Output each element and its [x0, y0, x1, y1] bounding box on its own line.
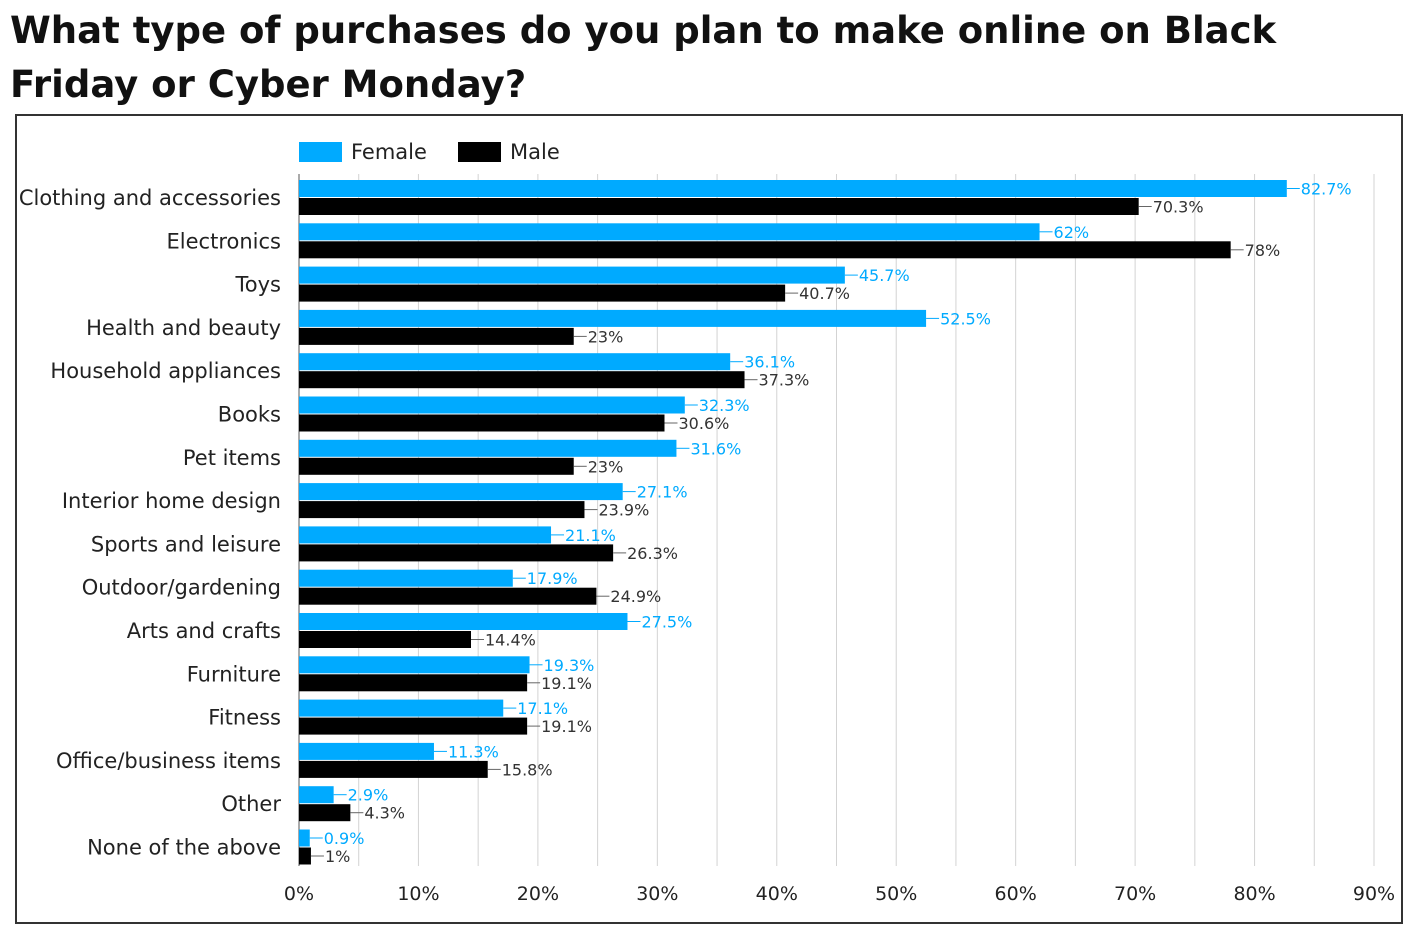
category-label: Fitness [208, 706, 281, 730]
bar-male [299, 457, 574, 475]
data-label-male: 1% [325, 847, 350, 866]
bar-male [299, 327, 574, 345]
bar-male [299, 717, 528, 735]
bar-female [299, 483, 623, 501]
bar-male [299, 414, 665, 432]
data-label-male: 30.6% [679, 414, 730, 433]
bar-male [299, 371, 745, 389]
bar-female [299, 569, 513, 587]
x-tick-label: 90% [1353, 883, 1395, 905]
bar-female [299, 613, 628, 630]
legend-swatch-female [299, 142, 342, 162]
data-label-female: 17.9% [527, 569, 578, 588]
data-label-male: 24.9% [610, 587, 661, 606]
category-label: Household appliances [50, 359, 281, 383]
category-label: Interior home design [62, 489, 281, 513]
bar-male [299, 804, 351, 822]
bar-female [299, 699, 504, 717]
data-label-female: 32.3% [699, 396, 750, 415]
data-label-female: 45.7% [859, 266, 910, 285]
category-label: Other [221, 792, 281, 816]
data-label-male: 40.7% [799, 284, 850, 303]
bar-male [299, 847, 311, 865]
bar-female [299, 353, 731, 371]
data-label-male: 19.1% [541, 674, 592, 693]
bar-female [299, 223, 1040, 241]
category-label: None of the above [87, 836, 281, 860]
x-tick-label: 40% [756, 883, 798, 905]
bar-male [299, 241, 1231, 259]
category-label: Books [218, 403, 281, 427]
data-label-male: 15.8% [502, 760, 553, 779]
bar-female [299, 742, 434, 760]
data-label-female: 17.1% [517, 699, 568, 718]
bar-female [299, 396, 685, 414]
bar-female [299, 439, 677, 457]
data-label-female: 31.6% [690, 439, 741, 458]
legend-swatch-male [458, 142, 501, 162]
data-label-male: 19.1% [541, 717, 592, 736]
data-label-female: 52.5% [940, 309, 991, 328]
category-label: Outdoor/gardening [82, 576, 281, 600]
category-label: Electronics [167, 229, 281, 253]
bar-male [299, 198, 1139, 215]
category-label: Arts and crafts [127, 619, 281, 643]
bar-female [299, 829, 310, 847]
bar-male [299, 501, 585, 519]
category-label: Toys [235, 273, 281, 297]
category-label: Furniture [187, 662, 281, 686]
data-label-female: 36.1% [744, 353, 795, 372]
bar-male [299, 674, 528, 692]
data-label-male: 4.3% [364, 804, 405, 823]
category-label: Clothing and accessories [19, 186, 281, 210]
bar-female [299, 266, 845, 284]
data-label-male: 23.9% [598, 501, 649, 520]
x-tick-label: 10% [397, 883, 439, 905]
data-label-male: 14.4% [485, 631, 536, 650]
bar-female [299, 309, 927, 327]
data-label-female: 11.3% [448, 742, 499, 761]
data-label-male: 37.3% [759, 371, 810, 390]
legend-label-female: Female [351, 140, 427, 164]
data-label-female: 27.5% [641, 613, 692, 632]
data-label-male: 23% [588, 327, 624, 346]
category-label: Sports and leisure [91, 532, 281, 556]
data-label-female: 0.9% [324, 829, 365, 848]
x-tick-label: 60% [995, 883, 1037, 905]
category-label: Health and beauty [86, 316, 281, 340]
x-tick-label: 20% [517, 883, 559, 905]
data-label-female: 27.1% [637, 483, 688, 502]
category-label: Office/business items [56, 749, 281, 773]
data-label-male: 70.3% [1153, 198, 1204, 217]
data-label-female: 62% [1054, 223, 1090, 242]
x-tick-label: 80% [1233, 883, 1275, 905]
data-label-female: 19.3% [544, 656, 595, 675]
data-label-female: 2.9% [348, 786, 389, 805]
x-tick-label: 30% [636, 883, 678, 905]
data-label-female: 21.1% [565, 526, 616, 545]
data-label-male: 26.3% [627, 544, 678, 563]
bar-female [299, 656, 530, 674]
x-tick-label: 50% [875, 883, 917, 905]
bar-male [299, 544, 614, 562]
chart-frame: 0% 10% 20% 30% 40% 50% 60% 70% 80% 90% Female Male C… [15, 114, 1403, 924]
bar-female [299, 180, 1287, 197]
data-label-female: 82.7% [1301, 180, 1352, 199]
x-tick-label: 70% [1114, 883, 1156, 905]
bar-female [299, 526, 552, 544]
bar-male [299, 760, 488, 778]
bar-male [299, 631, 471, 648]
bar-female [299, 786, 334, 804]
data-label-male: 78% [1245, 241, 1281, 260]
bar-male [299, 587, 597, 605]
category-label: Pet items [183, 446, 281, 470]
legend-label-male: Male [510, 140, 560, 164]
bar-chart: 0% 10% 20% 30% 40% 50% 60% 70% 80% 90% Female Male C… [19, 140, 1395, 905]
bar-male [299, 284, 786, 302]
chart-title: What type of purchases do you plan to ma… [10, 9, 1277, 106]
data-label-male: 23% [588, 457, 624, 476]
x-tick-label: 0% [284, 883, 314, 905]
